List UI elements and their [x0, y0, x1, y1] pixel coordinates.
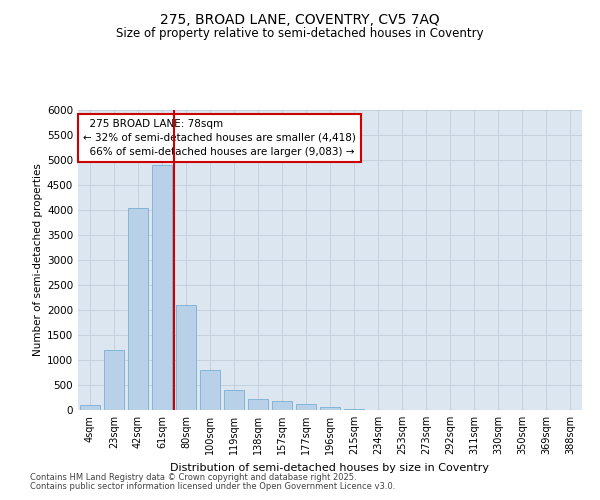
X-axis label: Distribution of semi-detached houses by size in Coventry: Distribution of semi-detached houses by …	[170, 462, 490, 472]
Bar	[200, 370, 220, 410]
Bar	[224, 390, 244, 410]
Bar	[344, 409, 364, 410]
Text: Size of property relative to semi-detached houses in Coventry: Size of property relative to semi-detach…	[116, 28, 484, 40]
Text: Contains HM Land Registry data © Crown copyright and database right 2025.: Contains HM Land Registry data © Crown c…	[30, 474, 356, 482]
Bar	[272, 401, 292, 410]
Bar	[152, 165, 172, 410]
Text: Contains public sector information licensed under the Open Government Licence v3: Contains public sector information licen…	[30, 482, 395, 491]
Bar	[128, 208, 148, 410]
Bar	[320, 407, 340, 410]
Bar	[176, 305, 196, 410]
Text: 275 BROAD LANE: 78sqm
← 32% of semi-detached houses are smaller (4,418)
  66% of: 275 BROAD LANE: 78sqm ← 32% of semi-deta…	[83, 119, 356, 157]
Bar	[80, 405, 100, 410]
Bar	[296, 404, 316, 410]
Bar	[248, 399, 268, 410]
Y-axis label: Number of semi-detached properties: Number of semi-detached properties	[33, 164, 43, 356]
Bar	[104, 350, 124, 410]
Text: 275, BROAD LANE, COVENTRY, CV5 7AQ: 275, BROAD LANE, COVENTRY, CV5 7AQ	[160, 12, 440, 26]
